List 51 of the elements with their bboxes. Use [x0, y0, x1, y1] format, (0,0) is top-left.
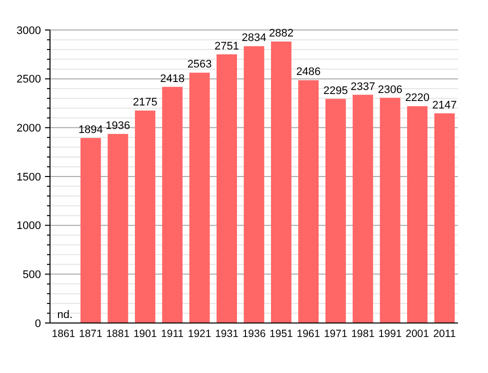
x-tick-label: 1911 [161, 328, 184, 340]
y-tick-label: 500 [22, 269, 41, 282]
x-tick-label: 1936 [242, 328, 266, 340]
bar [108, 134, 128, 323]
data-label: 2337 [350, 80, 376, 93]
x-tick-label: 1951 [270, 328, 294, 340]
data-label: 2834 [242, 32, 266, 44]
x-tick-label: 1901 [133, 328, 157, 340]
bar [244, 46, 264, 323]
x-tick-label: 2001 [406, 328, 430, 340]
bar [380, 98, 400, 323]
data-label: 2175 [132, 96, 158, 109]
x-tick-label: 1981 [351, 328, 375, 340]
data-label: 2751 [214, 40, 240, 52]
x-tick-label: 1931 [215, 328, 239, 340]
y-tick-label: 2500 [16, 74, 41, 86]
bar [352, 94, 374, 323]
bar [407, 106, 428, 323]
bar [271, 42, 292, 323]
data-label: 2147 [432, 99, 457, 112]
bar [189, 72, 210, 323]
bar [134, 110, 156, 323]
data-label: 2306 [378, 84, 402, 96]
x-tick-label: 1971 [324, 328, 348, 340]
y-tick-label: 1500 [16, 171, 41, 184]
bar [325, 98, 346, 323]
bar [216, 54, 237, 323]
data-label: 2563 [187, 58, 212, 71]
bar [162, 86, 183, 323]
data-label: 2486 [296, 66, 321, 78]
x-tick-label: 1881 [106, 328, 130, 340]
data-label: 2882 [268, 28, 294, 40]
text: nd. [57, 309, 73, 321]
data-label: 1936 [106, 120, 130, 132]
bar [80, 138, 101, 323]
y-tick-label: 2000 [16, 122, 41, 135]
y-tick-label: 3000 [16, 24, 41, 37]
y-tick-label: 1000 [16, 220, 41, 232]
data-label: 1894 [78, 124, 103, 136]
data-label: 2418 [160, 72, 185, 85]
x-tick-label: 1871 [79, 328, 103, 340]
x-tick-label: 1861 [52, 328, 76, 340]
x-tick-label: 2011 [433, 328, 456, 340]
x-tick-label: 1961 [296, 328, 320, 340]
data-label: 2220 [405, 92, 430, 104]
x-tick-label: 1921 [188, 328, 212, 340]
bar [434, 113, 455, 323]
bar [298, 80, 319, 323]
x-tick-label: 1991 [378, 328, 402, 340]
y-tick-label: 0 [34, 318, 41, 330]
data-label: 2295 [323, 84, 348, 97]
